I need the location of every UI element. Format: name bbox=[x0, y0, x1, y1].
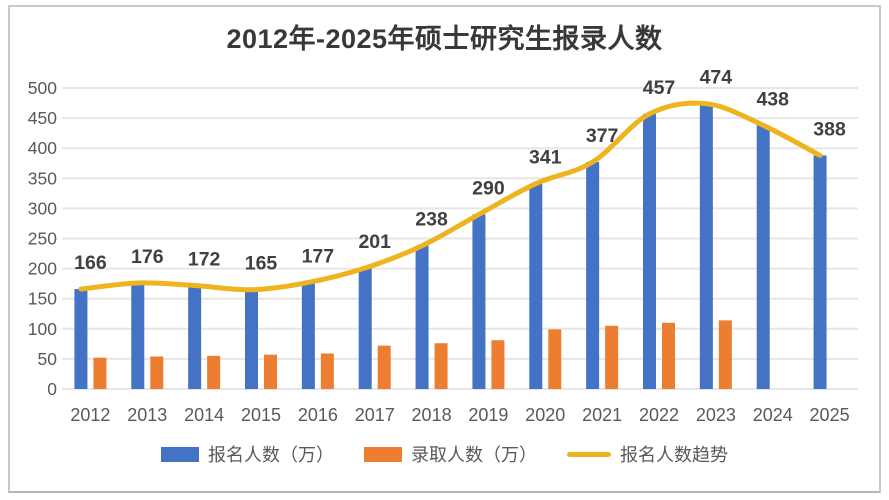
x-tick-label: 2017 bbox=[355, 405, 395, 425]
bar-applicants bbox=[415, 245, 429, 389]
bar-admissions bbox=[662, 322, 675, 389]
bar-admissions bbox=[434, 343, 448, 389]
data-label: 341 bbox=[529, 147, 562, 169]
data-label: 474 bbox=[700, 67, 733, 89]
y-tick-label: 200 bbox=[28, 259, 57, 279]
data-label: 238 bbox=[415, 209, 448, 231]
data-label: 457 bbox=[643, 77, 676, 99]
y-tick-label: 100 bbox=[28, 319, 57, 339]
x-tick-label: 2014 bbox=[184, 405, 224, 425]
x-tick-label: 2019 bbox=[468, 405, 508, 425]
bar-applicants bbox=[699, 103, 713, 389]
bar-admissions bbox=[491, 340, 505, 389]
bar-applicants bbox=[74, 289, 88, 389]
bar-applicants bbox=[131, 283, 145, 389]
data-label: 290 bbox=[472, 177, 505, 199]
legend-item-admissions: 录取人数（万） bbox=[364, 441, 537, 467]
bar-admissions bbox=[548, 329, 562, 389]
y-tick-label: 300 bbox=[28, 198, 57, 218]
y-tick-label: 0 bbox=[47, 379, 57, 399]
y-tick-label: 350 bbox=[28, 168, 57, 188]
data-label: 377 bbox=[586, 125, 619, 147]
legend-swatch-trend-line-icon bbox=[567, 451, 611, 457]
x-tick-label: 2016 bbox=[298, 405, 338, 425]
x-tick-label: 2022 bbox=[639, 405, 679, 425]
x-tick-label: 2025 bbox=[810, 405, 850, 425]
x-tick-label: 2021 bbox=[582, 405, 622, 425]
bar-applicants bbox=[813, 155, 827, 389]
bar-applicants bbox=[529, 183, 543, 389]
bar-admissions bbox=[718, 320, 732, 389]
y-tick-label: 250 bbox=[28, 229, 57, 249]
data-label: 201 bbox=[358, 231, 391, 253]
chart-legend: 报名人数（万） 录取人数（万） 报名人数趋势 bbox=[0, 441, 889, 467]
data-label: 176 bbox=[131, 246, 164, 268]
y-tick-label: 450 bbox=[28, 108, 57, 128]
bar-applicants bbox=[245, 289, 258, 389]
x-tick-label: 2018 bbox=[412, 405, 452, 425]
legend-swatch-applicants-icon bbox=[161, 446, 199, 462]
y-tick-label: 50 bbox=[38, 349, 58, 369]
data-label: 177 bbox=[302, 245, 335, 267]
bar-applicants bbox=[301, 282, 315, 389]
data-label: 388 bbox=[813, 118, 846, 140]
bar-admissions bbox=[320, 353, 334, 389]
bar-admissions bbox=[93, 357, 107, 389]
bar-admissions bbox=[150, 356, 164, 389]
bar-admissions bbox=[207, 355, 221, 389]
chart-frame bbox=[8, 5, 881, 493]
y-tick-label: 500 bbox=[28, 78, 57, 98]
x-tick-label: 2012 bbox=[70, 405, 110, 425]
x-tick-label: 2013 bbox=[127, 405, 167, 425]
y-tick-label: 150 bbox=[28, 289, 57, 309]
x-tick-label: 2020 bbox=[525, 405, 565, 425]
chart-title: 2012年-2025年硕士研究生报录人数 bbox=[226, 24, 663, 54]
bar-applicants bbox=[586, 162, 600, 389]
x-tick-label: 2023 bbox=[696, 405, 736, 425]
legend-label-trend: 报名人数趋势 bbox=[620, 445, 728, 465]
legend-item-trend: 报名人数趋势 bbox=[567, 441, 728, 467]
bar-applicants bbox=[472, 214, 486, 389]
bar-admissions bbox=[605, 325, 619, 389]
legend-label-applicants: 报名人数（万） bbox=[208, 445, 334, 465]
bar-applicants bbox=[358, 267, 372, 389]
legend-label-admissions: 录取人数（万） bbox=[411, 445, 537, 465]
trend-line bbox=[78, 100, 823, 293]
data-label: 438 bbox=[756, 88, 789, 110]
data-label: 166 bbox=[74, 252, 107, 274]
data-label: 165 bbox=[245, 253, 278, 275]
bar-applicants bbox=[188, 285, 202, 389]
data-label: 172 bbox=[188, 248, 221, 270]
legend-item-applicants: 报名人数（万） bbox=[161, 441, 334, 467]
bar-admissions bbox=[377, 345, 391, 389]
bar-applicants bbox=[643, 113, 656, 390]
y-tick-label: 400 bbox=[28, 138, 57, 158]
legend-swatch-admissions-icon bbox=[364, 446, 402, 462]
bar-admissions bbox=[264, 354, 277, 389]
bar-applicants bbox=[756, 125, 770, 389]
x-tick-label: 2024 bbox=[753, 405, 793, 425]
x-tick-label: 2015 bbox=[241, 405, 281, 425]
